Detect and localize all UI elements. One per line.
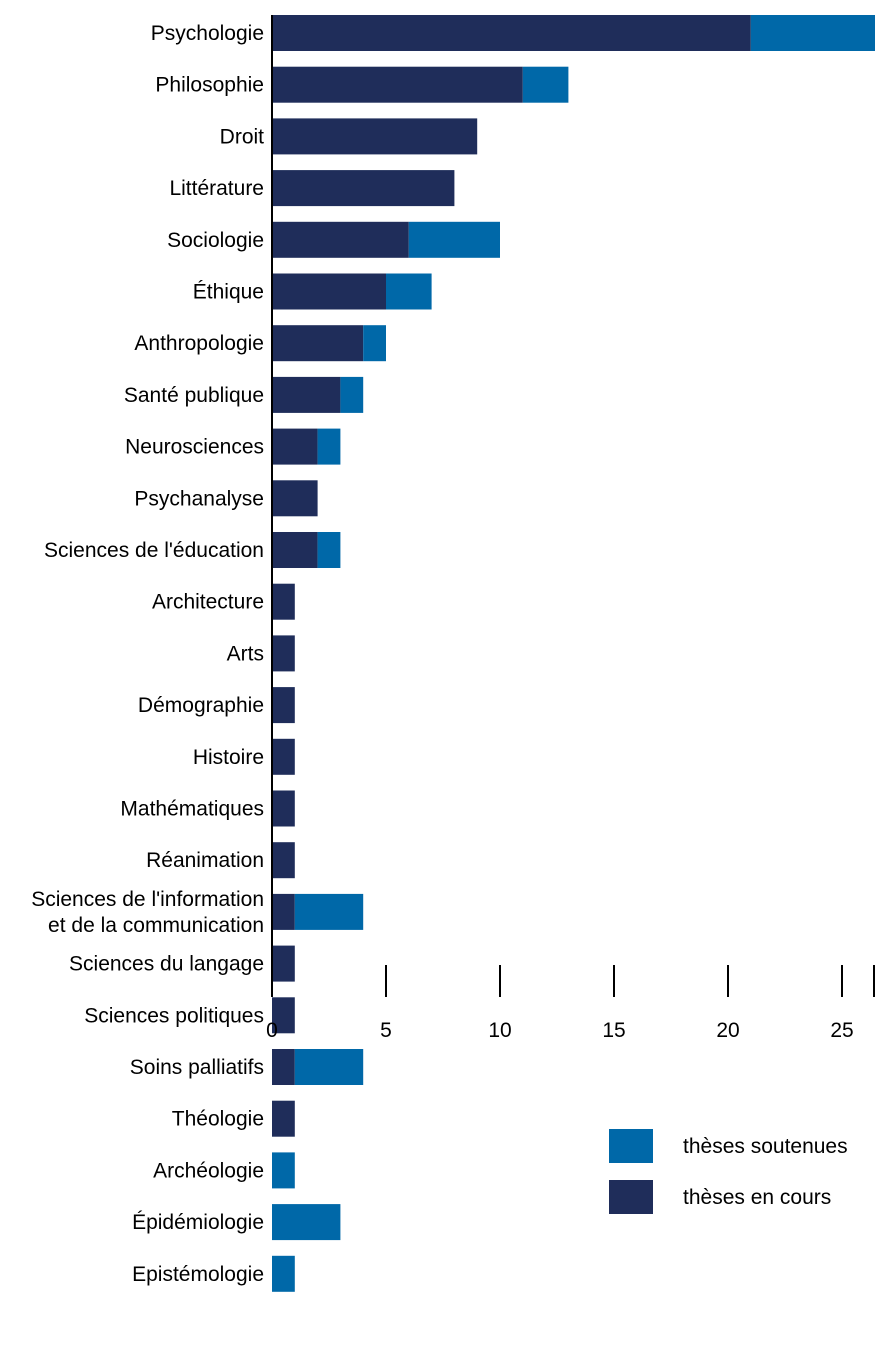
category-label: Mathématiques — [120, 798, 264, 821]
category-label: Histoire — [193, 746, 264, 769]
x-tick-label: 20 — [716, 1019, 739, 1042]
bar-soutenues — [294, 893, 364, 930]
bar-soutenues — [408, 221, 500, 258]
bar-soutenues — [317, 532, 341, 568]
bar-soutenues — [363, 325, 386, 362]
category-label: Sociologie — [167, 229, 264, 252]
bar-en-cours — [272, 635, 295, 672]
x-tick-label: 10 — [488, 1019, 511, 1042]
legend-swatch — [609, 1129, 653, 1163]
x-tick-label: 0 — [266, 1019, 278, 1042]
bar-en-cours — [272, 66, 523, 103]
bar-en-cours — [272, 325, 364, 362]
axes-group: 0 5 10 15 20 25 — [266, 15, 875, 1042]
bar-en-cours — [272, 170, 455, 207]
category-label: Soins palliatifs — [130, 1056, 264, 1079]
category-label: Éthique — [193, 281, 264, 304]
bar-en-cours — [272, 376, 341, 413]
category-label: Santé publique — [124, 384, 264, 407]
bars-group — [272, 15, 875, 1292]
category-label: Anthropologie — [134, 332, 264, 355]
bar-soutenues — [317, 428, 341, 465]
category-label: Neurosciences — [125, 436, 264, 459]
bar-en-cours — [272, 221, 409, 258]
bar-en-cours — [272, 532, 318, 568]
category-label: Sciences du langage — [69, 953, 264, 976]
category-label: Droit — [220, 125, 265, 148]
legend: thèses soutenues thèses en cours — [609, 1129, 848, 1214]
category-label: Sciences politiques — [84, 1004, 264, 1027]
legend-label: thèses soutenues — [683, 1135, 848, 1158]
x-tick-label: 5 — [380, 1019, 392, 1042]
category-label: Réanimation — [146, 849, 264, 872]
bar-en-cours — [272, 790, 295, 827]
bar-soutenues — [750, 15, 875, 51]
bar-en-cours — [272, 118, 478, 155]
bar-en-cours — [272, 997, 295, 1034]
category-label: Littérature — [169, 177, 264, 200]
bar-en-cours — [272, 428, 318, 465]
bar-soutenues — [294, 1049, 364, 1085]
category-label: Théologie — [172, 1108, 264, 1131]
bar-en-cours — [272, 893, 295, 930]
category-label: Archéologie — [153, 1159, 264, 1182]
category-label: Sciences de l'information et de la commun… — [31, 888, 264, 937]
bar-en-cours — [272, 583, 295, 620]
category-label: Démographie — [138, 694, 264, 717]
x-tick-label: 15 — [602, 1019, 625, 1042]
bar-en-cours — [272, 15, 751, 51]
bar-en-cours — [272, 945, 295, 982]
category-labels: Psychologie Philosophie Droit Littérature So… — [31, 22, 264, 1286]
category-label: Épidémiologie — [132, 1211, 264, 1234]
category-label: Epistémologie — [132, 1263, 264, 1286]
category-label: Arts — [227, 642, 264, 665]
legend-swatch — [609, 1180, 653, 1214]
category-label: Psychanalyse — [134, 487, 264, 510]
x-tick-label: 25 — [830, 1019, 853, 1042]
bar-soutenues — [340, 376, 364, 413]
bar-en-cours — [272, 480, 318, 517]
bar-soutenues — [386, 273, 432, 310]
category-label: Architecture — [152, 591, 264, 614]
bar-en-cours — [272, 1049, 295, 1085]
bar-en-cours — [272, 842, 295, 879]
category-label: Sciences de l'éducation — [44, 539, 264, 562]
bar-soutenues — [272, 1152, 295, 1189]
bar-soutenues — [272, 1204, 341, 1241]
bar-soutenues — [522, 66, 569, 103]
category-label: Philosophie — [155, 74, 264, 97]
bar-en-cours — [272, 273, 386, 310]
bar-en-cours — [272, 687, 295, 724]
bar-soutenues — [272, 1255, 295, 1292]
legend-label: thèses en cours — [683, 1186, 831, 1209]
bar-en-cours — [272, 738, 295, 775]
bar-en-cours — [272, 1100, 295, 1137]
category-label: Psychologie — [151, 22, 264, 45]
